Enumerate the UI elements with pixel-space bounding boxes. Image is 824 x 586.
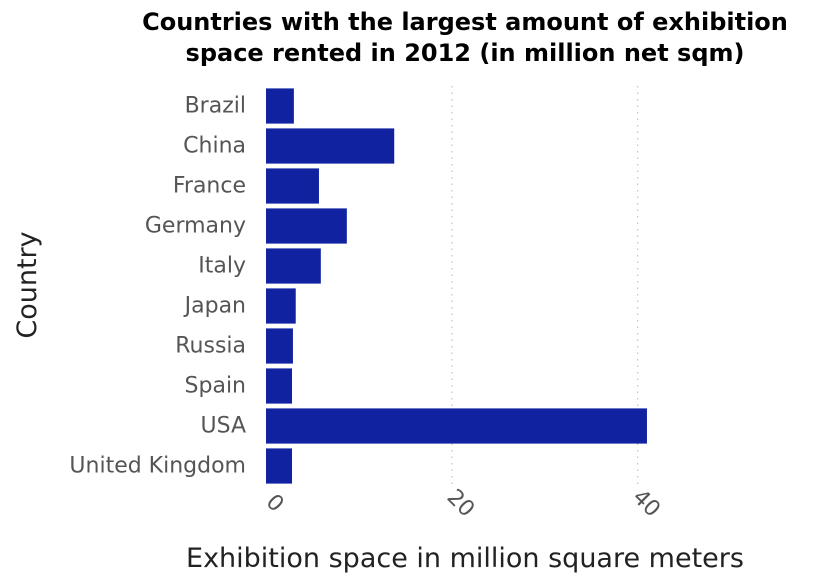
x-tick-label-40: 40 (627, 485, 664, 522)
y-axis-title: Country (12, 231, 43, 338)
category-label-japan: Japan (183, 294, 246, 319)
category-label-russia: Russia (175, 334, 246, 359)
category-label-usa: USA (200, 414, 246, 439)
x-tick-label-20: 20 (442, 485, 479, 522)
chart-title-line-1: Countries with the largest amount of exh… (142, 8, 788, 36)
category-labels: Brazil China France Germany Italy Japan Russia… (69, 94, 246, 479)
bar-france (266, 168, 319, 204)
bar-usa (266, 408, 647, 444)
bar-spain (266, 368, 293, 404)
bar-italy (266, 248, 321, 284)
category-label-germany: Germany (145, 214, 246, 239)
x-tick-labels: 0 20 40 (261, 485, 665, 522)
bar-united-kingdom (266, 448, 293, 484)
chart-title-line-2: space rented in 2012 (in million net sqm… (186, 39, 745, 67)
bars (266, 88, 647, 484)
x-axis-title: Exhibition space in million square meter… (186, 543, 744, 574)
category-label-china: China (183, 134, 246, 159)
bar-china (266, 128, 395, 164)
bar-japan (266, 288, 296, 324)
bar-germany (266, 208, 347, 244)
x-tick-label-0: 0 (261, 490, 289, 518)
category-label-united-kingdom: United Kingdom (69, 454, 246, 479)
category-label-spain: Spain (185, 374, 246, 399)
category-label-brazil: Brazil (185, 94, 246, 119)
bar-brazil (266, 88, 294, 124)
category-label-italy: Italy (198, 254, 246, 279)
category-label-france: France (173, 174, 246, 199)
bar-russia (266, 328, 293, 364)
